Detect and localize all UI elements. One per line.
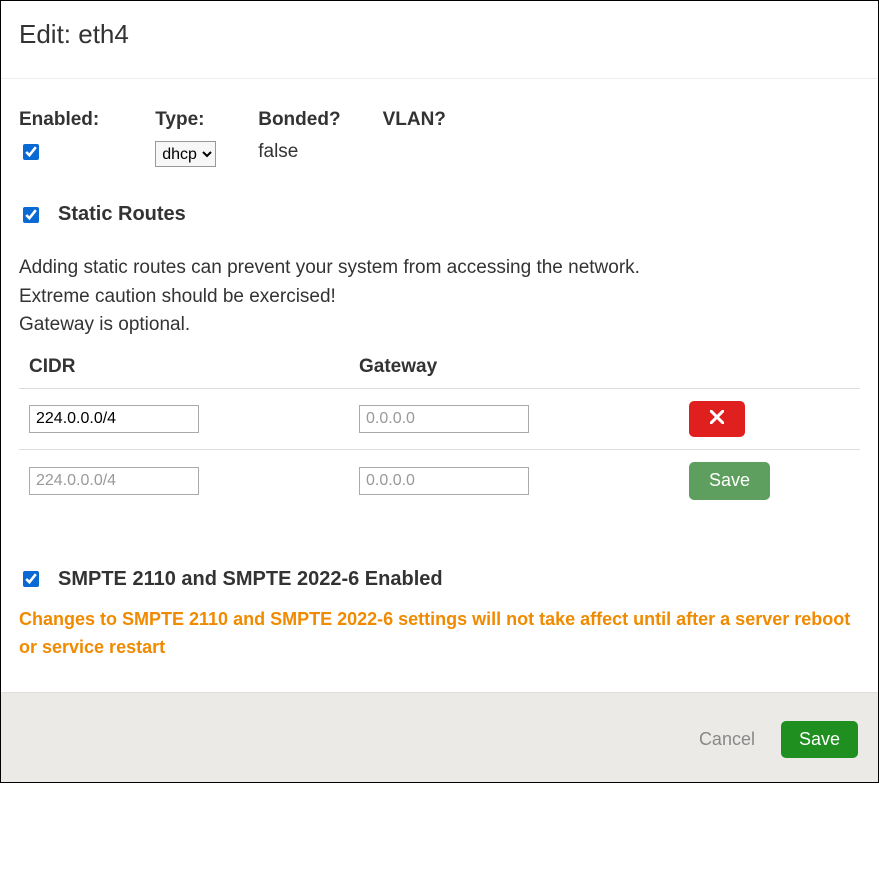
smpte-checkbox[interactable] — [23, 571, 39, 587]
type-select[interactable]: dhcp — [155, 141, 216, 167]
routes-header: CIDR Gateway — [19, 350, 860, 389]
field-bonded: Bonded? false — [258, 109, 340, 167]
delete-route-button[interactable] — [689, 401, 745, 437]
static-routes-label: Static Routes — [58, 203, 186, 226]
static-routes-checkbox[interactable] — [23, 207, 39, 223]
gateway-input[interactable] — [359, 467, 529, 495]
edit-interface-dialog: Edit: eth4 Enabled: Type: dhcp Bonded? — [0, 0, 879, 783]
field-enabled: Enabled: — [19, 109, 99, 167]
column-header-gateway: Gateway — [359, 356, 689, 378]
cidr-input[interactable] — [29, 467, 199, 495]
bonded-label: Bonded? — [258, 109, 340, 131]
page-title: Edit: eth4 — [19, 19, 860, 50]
gateway-input[interactable] — [359, 405, 529, 433]
vlan-label: VLAN? — [383, 109, 446, 131]
save-route-button[interactable]: Save — [689, 462, 770, 500]
cancel-label: Cancel — [699, 729, 755, 750]
table-row — [19, 389, 860, 450]
warning-line: Gateway is optional. — [19, 311, 860, 340]
static-routes-warning: Adding static routes can prevent your sy… — [19, 254, 860, 340]
save-route-label: Save — [709, 470, 750, 491]
field-type: Type: dhcp — [155, 109, 216, 167]
bonded-value: false — [258, 141, 340, 163]
routes-table: CIDR Gateway — [19, 350, 860, 512]
field-vlan: VLAN? — [383, 109, 446, 167]
field-row: Enabled: Type: dhcp Bonded? false VLAN? — [19, 109, 860, 167]
enabled-label: Enabled: — [19, 109, 99, 131]
dialog-header: Edit: eth4 — [1, 1, 878, 78]
smpte-section: SMPTE 2110 and SMPTE 2022-6 Enabled Chan… — [19, 568, 860, 663]
smpte-warning: Changes to SMPTE 2110 and SMPTE 2022-6 s… — [19, 605, 860, 663]
warning-line: Adding static routes can prevent your sy… — [19, 254, 860, 283]
enabled-checkbox[interactable] — [23, 144, 39, 160]
dialog-footer: Cancel Save — [1, 692, 878, 782]
warning-line: Extreme caution should be exercised! — [19, 283, 860, 312]
smpte-label: SMPTE 2110 and SMPTE 2022-6 Enabled — [58, 568, 443, 591]
close-icon — [710, 408, 724, 429]
table-row: Save — [19, 450, 860, 512]
cancel-button[interactable]: Cancel — [685, 721, 769, 758]
dialog-content: Enabled: Type: dhcp Bonded? false VLAN? — [1, 79, 878, 692]
column-header-action — [689, 356, 850, 378]
smpte-toggle: SMPTE 2110 and SMPTE 2022-6 Enabled — [19, 568, 860, 591]
save-button[interactable]: Save — [781, 721, 858, 758]
static-routes-toggle: Static Routes — [19, 203, 860, 226]
column-header-cidr: CIDR — [29, 356, 359, 378]
save-label: Save — [799, 729, 840, 750]
type-label: Type: — [155, 109, 216, 131]
cidr-input[interactable] — [29, 405, 199, 433]
